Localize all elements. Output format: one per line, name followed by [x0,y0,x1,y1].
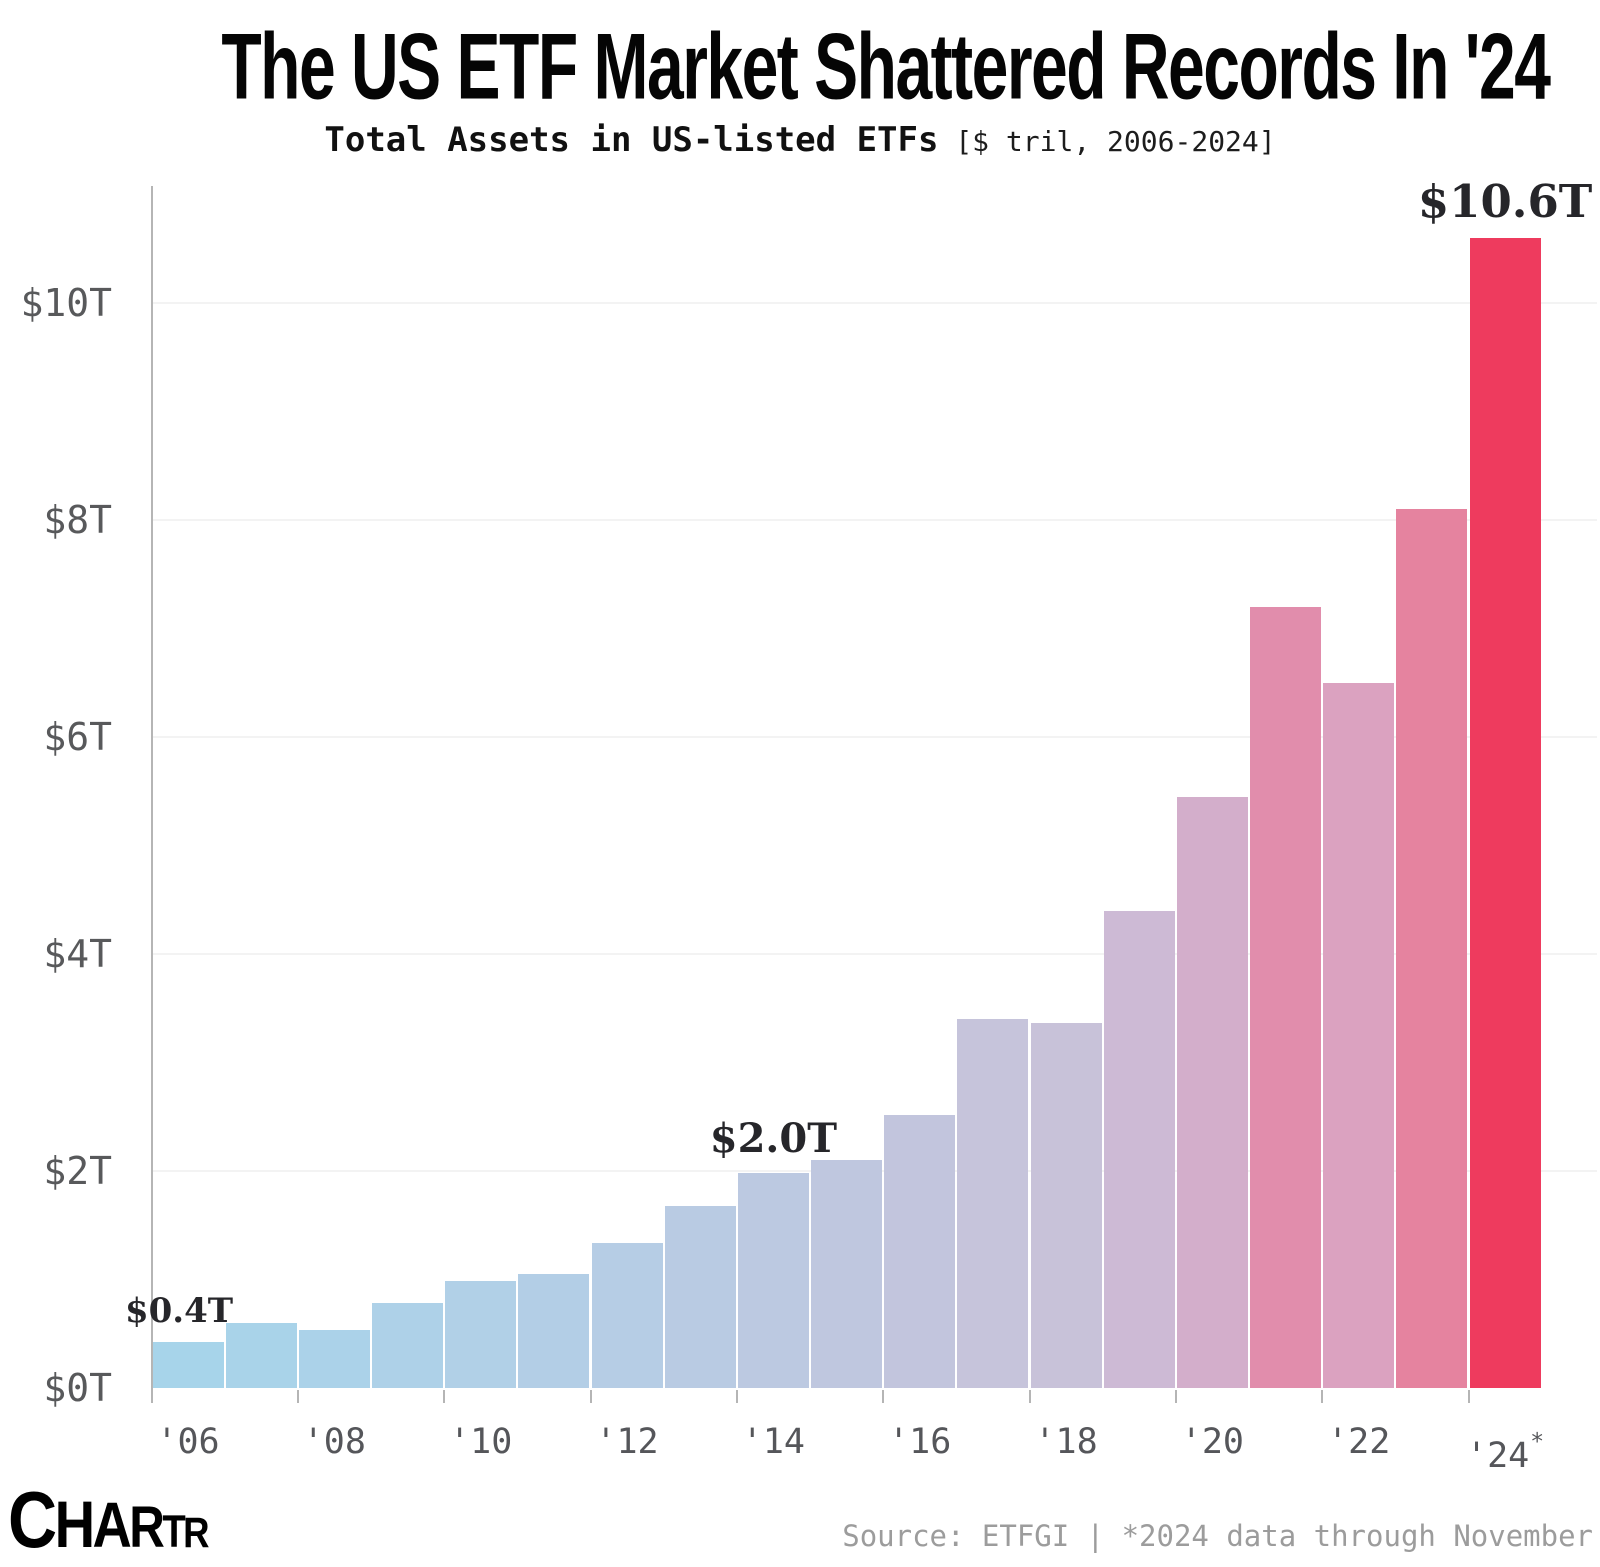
x-tick-2010 [443,1390,446,1403]
bar-2018 [1030,1023,1102,1388]
bar-2019 [1103,910,1175,1388]
bar-2024 [1469,237,1541,1388]
x-axis-label-2006: '06 [156,1422,220,1462]
bar-2023 [1396,509,1468,1388]
x-axis-label-2008: '08 [302,1422,366,1462]
x-axis-label-2022: '22 [1327,1422,1391,1462]
subtitle-unit: [$ tril, 2006-2024] [938,125,1276,158]
x-axis-label-2014: '14 [741,1422,805,1462]
chartr-logo: CHARTR [8,1475,210,1564]
x-tick-2008 [296,1390,299,1403]
x-tick-2006 [150,1390,153,1403]
bar-2006 [152,1342,224,1388]
x-axis-label-2010: '10 [449,1422,513,1462]
y-axis-label: $0T [43,1366,112,1410]
value-label-2006: $0.4T [124,1291,234,1332]
x-axis-label-2018: '18 [1034,1422,1098,1462]
y-axis-label: $6T [43,715,112,759]
footnote-asterisk: * [1530,1429,1545,1455]
subtitle-main: Total Assets in US-listed ETFs [324,120,939,160]
logo-letter-3: R [129,1495,165,1560]
gridline-4t [151,953,1597,955]
bar-2007 [225,1322,297,1388]
x-tick-2018 [1028,1390,1031,1403]
bar-2022 [1323,682,1395,1388]
bar-2021 [1250,606,1322,1388]
logo-letter-5: R [183,1509,209,1557]
bar-2015 [811,1160,883,1388]
x-tick-2016 [882,1390,885,1403]
bar-2020 [1176,796,1248,1388]
y-axis-label: $8T [43,498,112,542]
y-axis-line [150,186,153,1390]
gridline-8t [151,519,1597,521]
value-label-2024: $10.6T [1417,174,1593,228]
value-label-2014: $2.0T [709,1115,837,1163]
x-axis-label-2024: '24* [1466,1429,1545,1476]
bar-2017 [957,1019,1029,1388]
x-tick-2014 [735,1390,738,1403]
gridline-10t [151,302,1597,304]
x-tick-2024 [1467,1390,1470,1403]
title-wrap: The US ETF Market Shattered Records In '… [0,17,1600,115]
x-tick-2020 [1174,1390,1177,1403]
x-axis-label-2012: '12 [595,1422,659,1462]
bar-2016 [884,1114,956,1388]
logo-letter-2: A [92,1489,132,1561]
chart-subtitle: Total Assets in US-listed ETFs [$ tril, … [0,120,1600,160]
logo-letter-4: T [162,1506,185,1557]
bar-2009 [372,1303,443,1388]
y-axis-label: $2T [43,1149,112,1193]
bar-2014 [737,1173,809,1388]
bar-2011 [518,1274,590,1388]
bar-2012 [591,1242,663,1388]
x-axis-label-2016: '16 [888,1422,952,1462]
bar-2010 [445,1280,517,1388]
gridline-6t [151,736,1597,738]
y-axis-label: $4T [43,932,112,976]
source-note: Source: ETFGI | *2024 data through Novem… [842,1519,1593,1553]
chart-title: The US ETF Market Shattered Records In '… [221,13,1551,119]
x-axis-label-2020: '20 [1180,1422,1244,1462]
logo-letter-1: H [54,1487,96,1561]
y-axis-label: $10T [20,281,112,325]
x-tick-2012 [589,1390,592,1403]
bar-2008 [298,1330,370,1388]
bar-2013 [664,1205,736,1388]
logo-letter-0: C [8,1475,57,1564]
x-tick-2022 [1321,1390,1324,1403]
